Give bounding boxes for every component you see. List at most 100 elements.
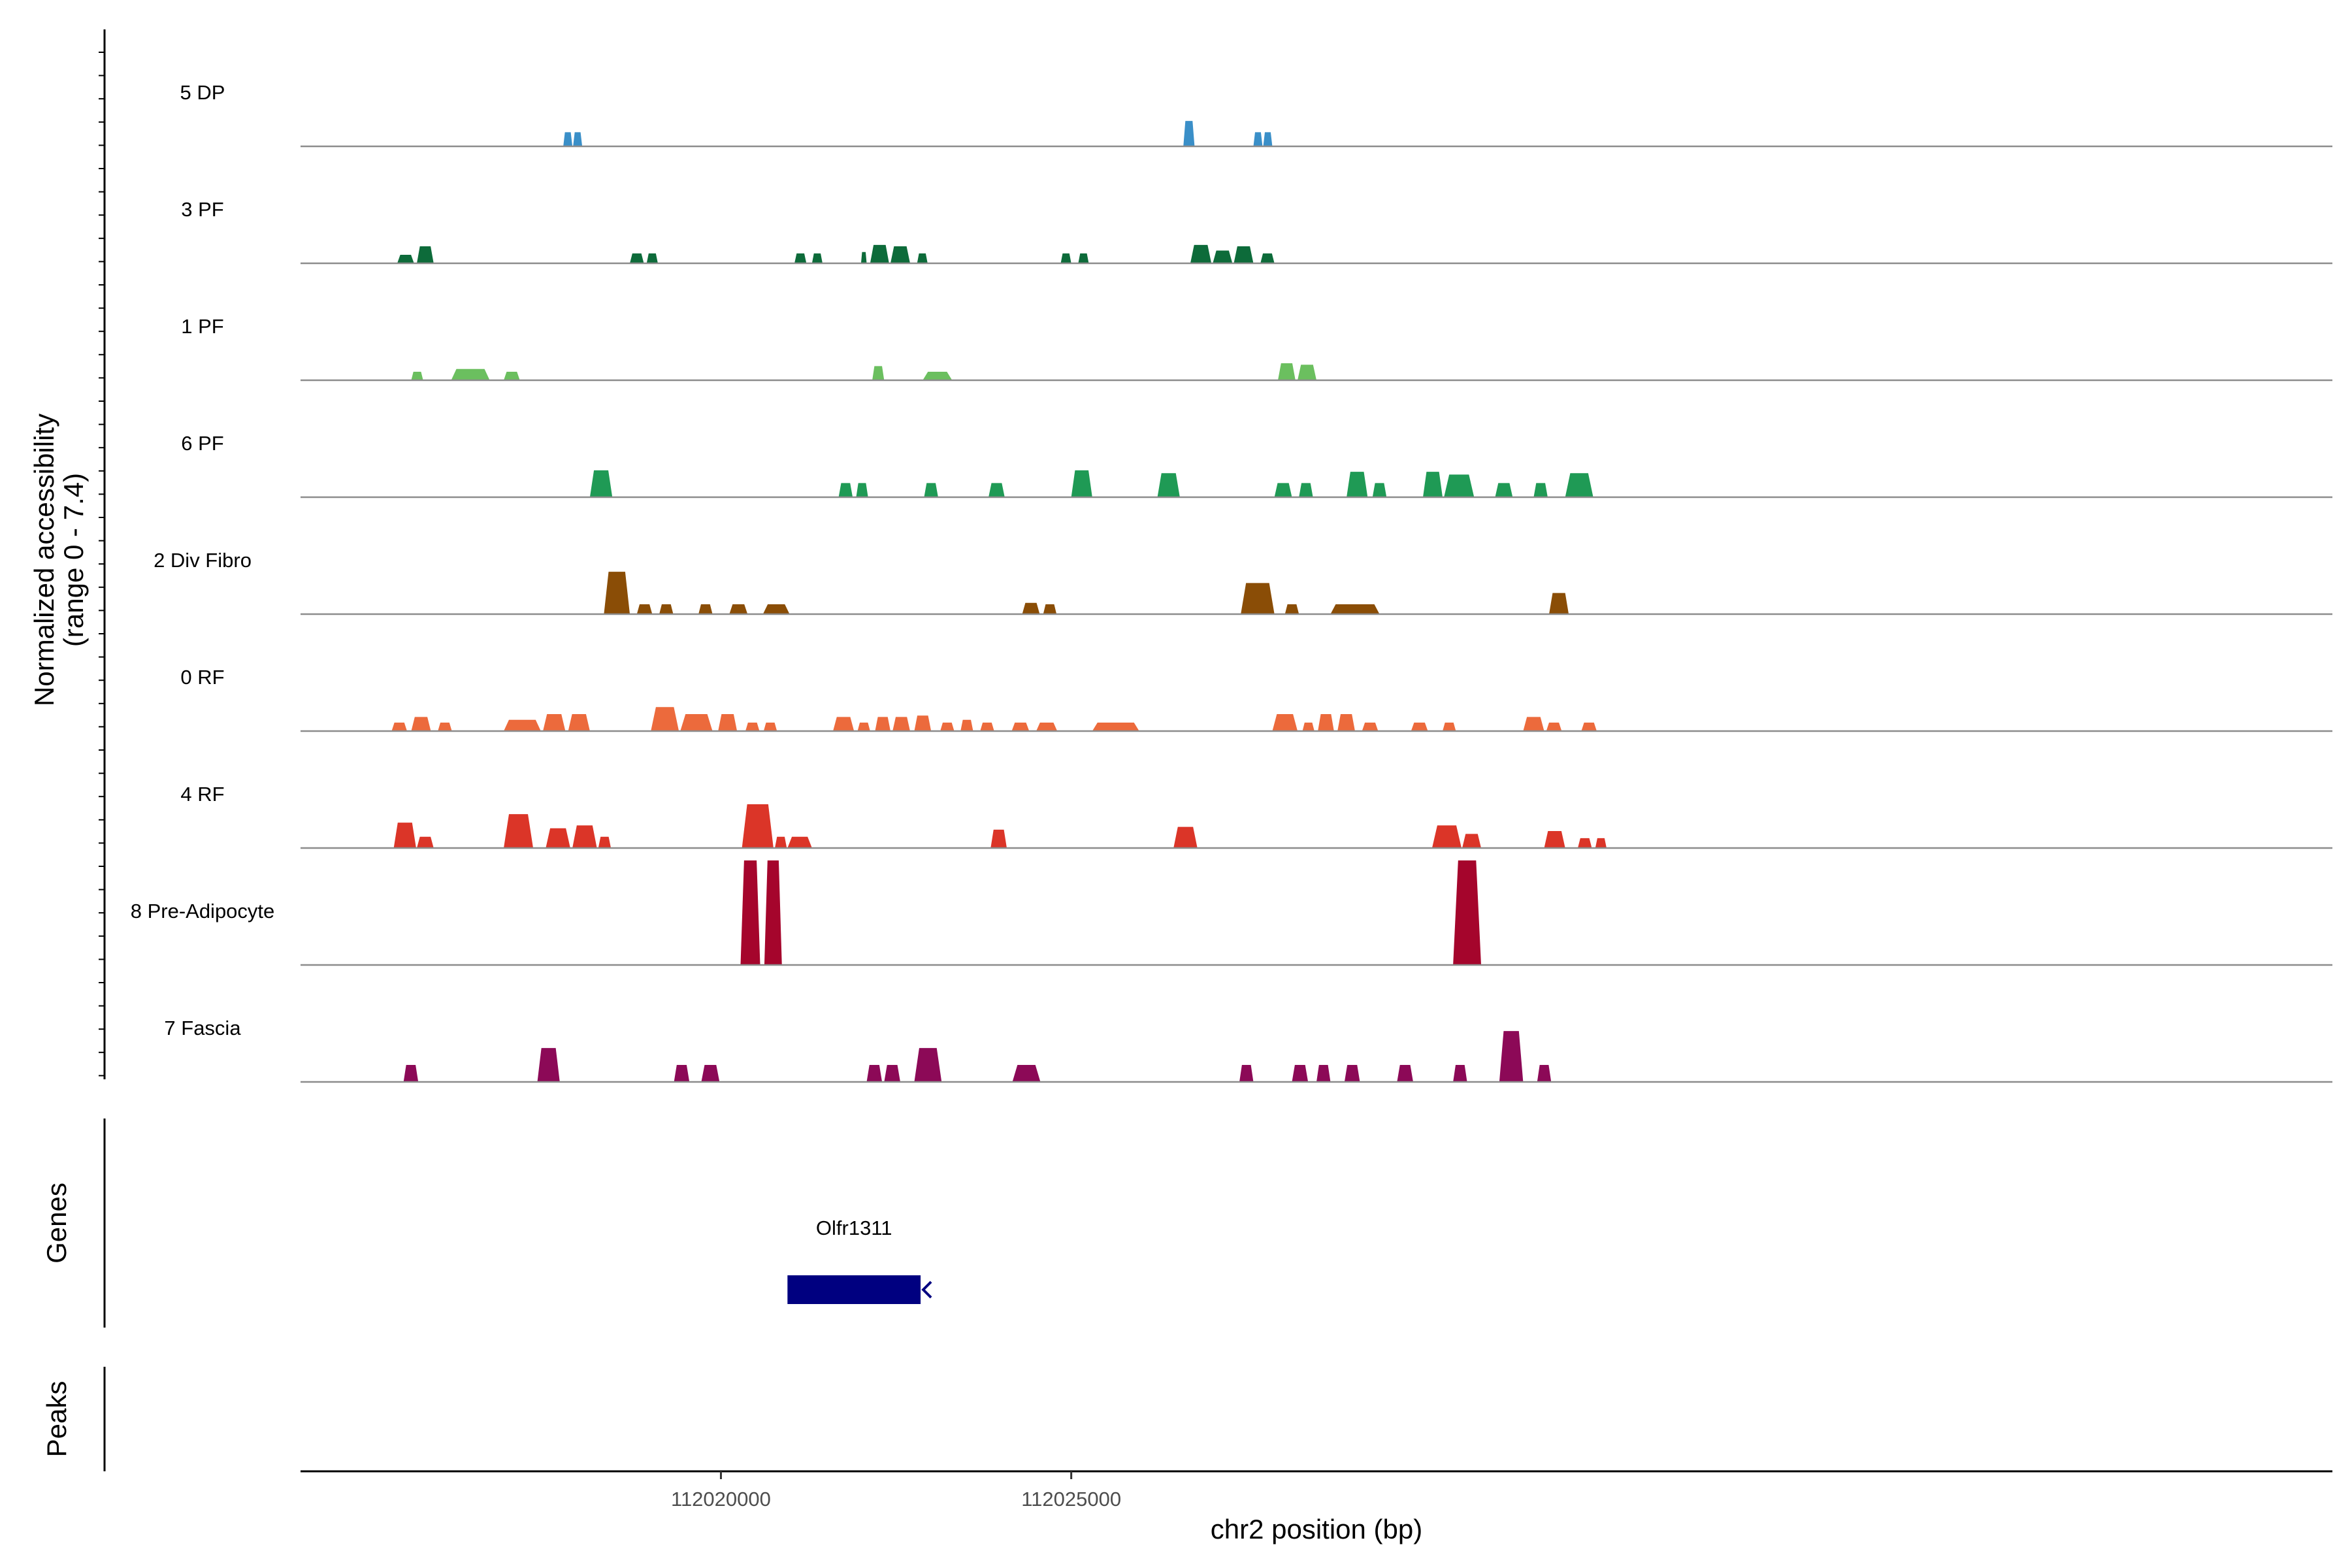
- coverage-peak: [1337, 714, 1355, 731]
- coverage-peak: [1302, 723, 1315, 731]
- coverage-peak: [856, 483, 868, 497]
- coverage-peak: [762, 604, 790, 614]
- coverage-peak: [1043, 604, 1057, 614]
- track-2-div-fibro: 2 Div Fibro: [154, 549, 2332, 615]
- coverage-peak: [833, 717, 855, 731]
- track-1-pf: 1 PF: [181, 315, 2332, 382]
- coverage-peak: [1060, 253, 1071, 263]
- coverage-peak: [890, 246, 910, 263]
- coverage-peak: [504, 814, 534, 848]
- coverage-peak: [1578, 838, 1592, 848]
- y-axis-subtitle: (range 0 - 7.4): [58, 473, 89, 647]
- coverage-peak: [1036, 723, 1058, 731]
- coverage-peak: [573, 132, 583, 146]
- coverage-peak: [764, 860, 782, 965]
- coverage-peak: [1011, 723, 1030, 731]
- coverage-peak: [1292, 1065, 1309, 1082]
- coverage-peak: [572, 825, 597, 848]
- coverage-peak: [680, 714, 713, 731]
- coverage-peak: [1022, 602, 1040, 614]
- track-6-pf: 6 PF: [181, 432, 2332, 498]
- genes-panel-label: Genes: [41, 1183, 72, 1264]
- coverage-peak: [1549, 593, 1569, 614]
- coverage-peak: [1071, 470, 1092, 497]
- coverage-peak: [1533, 483, 1548, 497]
- track-label: 8 Pre-Adipocyte: [131, 900, 275, 923]
- coverage-peak: [924, 483, 938, 497]
- coverage-peak: [1183, 121, 1195, 146]
- coverage-peak: [1278, 363, 1296, 380]
- coverage-peak: [923, 372, 953, 380]
- coverage-peak: [403, 1065, 419, 1082]
- coverage-peak: [1397, 1065, 1413, 1082]
- coverage-peak: [1012, 1065, 1041, 1082]
- coverage-peak: [740, 860, 760, 965]
- coverage-peak: [860, 252, 867, 263]
- coverage-peak: [1213, 250, 1233, 263]
- coverage-peak: [1233, 246, 1254, 263]
- coverage-peak: [636, 604, 653, 614]
- track-label: 1 PF: [181, 315, 223, 338]
- coverage-peak: [917, 253, 928, 263]
- coverage-peak: [1453, 860, 1482, 965]
- coverage-peak: [1565, 473, 1593, 497]
- coverage-peak: [701, 1065, 720, 1082]
- coverage-peak: [1173, 826, 1198, 848]
- gene-strand-arrow: [921, 1281, 932, 1299]
- y-axis-title: Normalized accessibility: [29, 414, 59, 706]
- coverage-peak: [872, 366, 885, 380]
- track-label: 6 PF: [181, 432, 223, 455]
- coverage-peak: [674, 1065, 690, 1082]
- coverage-peak: [838, 483, 853, 497]
- gene-label: Olfr1311: [816, 1217, 892, 1239]
- coverage-peak: [1523, 717, 1544, 731]
- coverage-peak: [1316, 1065, 1331, 1082]
- coverage-peak: [504, 372, 520, 380]
- peaks-panel-label: Peaks: [41, 1381, 72, 1458]
- coverage-peak: [646, 253, 658, 263]
- coverage-peak: [763, 723, 777, 731]
- coverage-peak: [1157, 473, 1180, 497]
- coverage-peak: [630, 253, 644, 263]
- x-axis-title: chr2 position (bp): [1211, 1514, 1423, 1544]
- coverage-peak: [1462, 834, 1482, 848]
- track-8-pre-adipocyte: 8 Pre-Adipocyte: [131, 860, 2332, 966]
- coverage-peak: [1092, 723, 1139, 731]
- coverage-peak: [870, 244, 889, 263]
- coverage-peak: [1544, 831, 1565, 848]
- coverage-peak: [1263, 132, 1273, 146]
- gene-annotations: Olfr1311: [787, 1217, 932, 1304]
- coverage-peak: [1318, 714, 1334, 731]
- coverage-peak: [990, 829, 1007, 848]
- coverage-peak: [892, 717, 910, 731]
- coverage-peak: [884, 1065, 900, 1082]
- coverage-peak: [875, 717, 890, 731]
- coverage-peak: [411, 717, 431, 731]
- coverage-peak: [543, 714, 566, 731]
- coverage-peak: [1347, 472, 1368, 497]
- coverage-peak: [1078, 253, 1089, 263]
- coverage-peak: [1253, 132, 1263, 146]
- coverage-peak: [537, 1048, 560, 1082]
- coverage-peak: [1284, 604, 1299, 614]
- track-label: 4 RF: [180, 783, 224, 806]
- coverage-peak: [1241, 583, 1275, 614]
- coverage-peak: [1330, 604, 1380, 614]
- coverage-peak: [1190, 244, 1212, 263]
- coverage-peak: [1443, 723, 1456, 731]
- coverage-peak: [794, 253, 807, 263]
- coverage-peak: [811, 253, 823, 263]
- coverage-peak: [1299, 483, 1313, 497]
- track-0-rf: 0 RF: [180, 666, 2332, 732]
- coverage-peak: [857, 723, 870, 731]
- track-7-fascia: 7 Fascia: [164, 1017, 2332, 1083]
- coverage-peak: [729, 604, 748, 614]
- coverage-tracks: 5 DP 3 PF 1 PF 6 PF 2 Div Fibro 0 RF 4 RF 8 Pre…: [131, 81, 2332, 1083]
- coverage-peak: [1546, 723, 1562, 731]
- x-axis-ticks: 112020000 112025000: [671, 1471, 1121, 1511]
- coverage-peak: [604, 572, 630, 614]
- coverage-peak: [563, 132, 573, 146]
- track-label: 0 RF: [180, 666, 224, 689]
- coverage-peak: [1537, 1065, 1552, 1082]
